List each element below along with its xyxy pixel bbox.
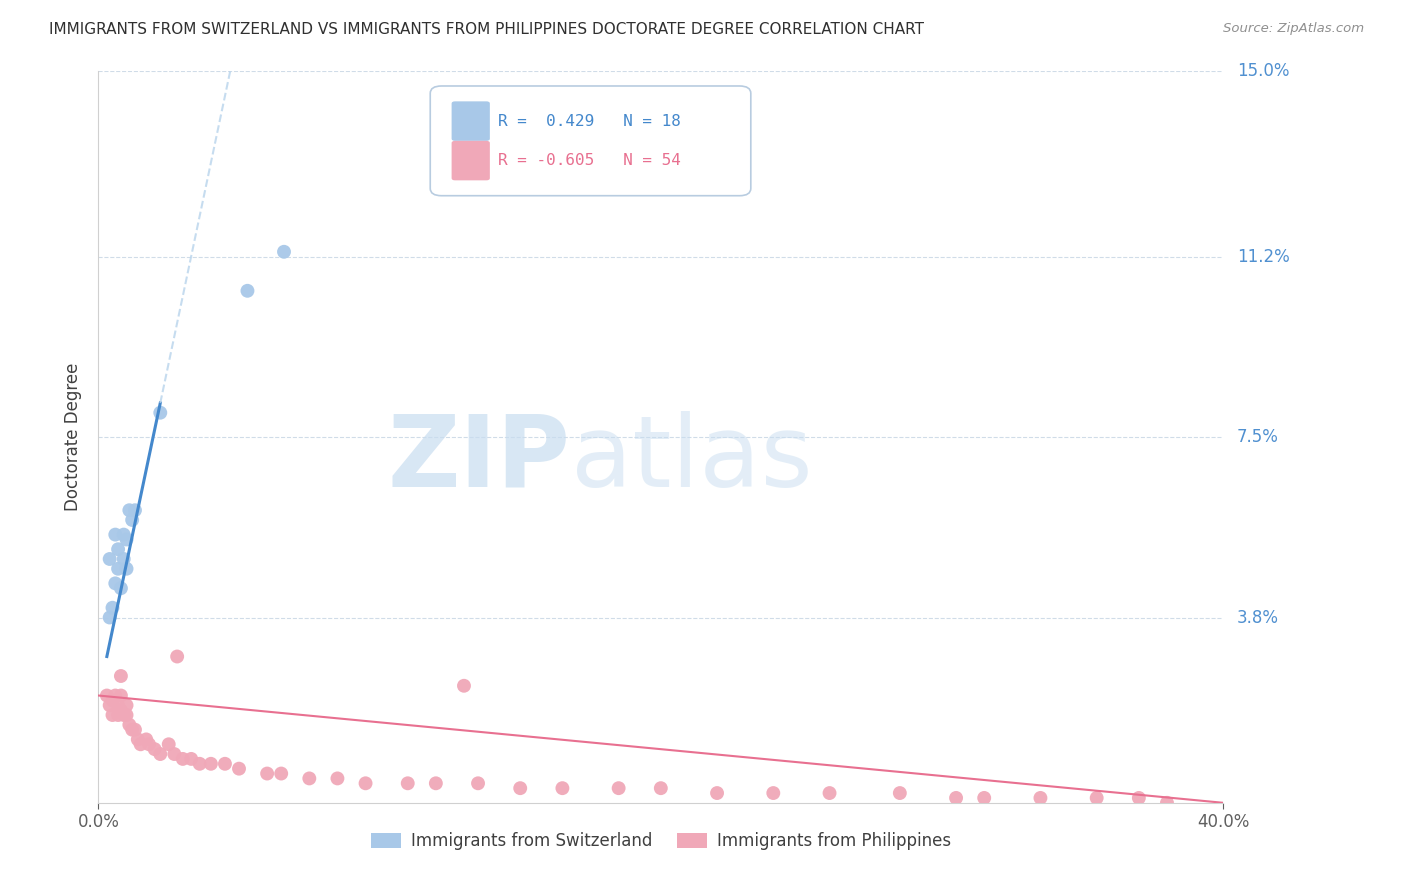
Text: 11.2%: 11.2% [1237, 248, 1289, 266]
Text: 7.5%: 7.5% [1237, 428, 1279, 446]
Point [110, 581, 132, 595]
Point [354, 776, 377, 790]
Text: R = -0.605   N = 54: R = -0.605 N = 54 [498, 153, 681, 168]
Point [107, 708, 129, 723]
Point [1156, 796, 1178, 810]
Point [326, 772, 349, 786]
Point [110, 703, 132, 717]
Point [115, 562, 138, 576]
Point [107, 562, 129, 576]
Point [509, 781, 531, 796]
Text: Source: ZipAtlas.com: Source: ZipAtlas.com [1223, 22, 1364, 36]
Point [945, 791, 967, 805]
Point [110, 689, 132, 703]
Point [101, 600, 124, 615]
Point [214, 756, 236, 771]
Text: 15.0%: 15.0% [1237, 62, 1289, 80]
FancyBboxPatch shape [451, 102, 489, 141]
Point [124, 503, 146, 517]
Point [706, 786, 728, 800]
Point [1085, 791, 1108, 805]
Point [607, 781, 630, 796]
Point [467, 776, 489, 790]
Point [163, 747, 186, 761]
Point [129, 737, 152, 751]
Point [115, 698, 138, 713]
Point [124, 723, 146, 737]
Point [127, 732, 149, 747]
Point [1029, 791, 1052, 805]
Point [172, 752, 194, 766]
Point [762, 786, 785, 800]
Point [110, 669, 132, 683]
Point [98, 698, 121, 713]
Point [107, 542, 129, 557]
Point [149, 747, 172, 761]
Point [157, 737, 180, 751]
Y-axis label: Doctorate Degree: Doctorate Degree [65, 363, 83, 511]
Point [121, 513, 143, 527]
Point [118, 718, 141, 732]
FancyBboxPatch shape [430, 86, 751, 195]
Text: IMMIGRANTS FROM SWITZERLAND VS IMMIGRANTS FROM PHILIPPINES DOCTORATE DEGREE CORR: IMMIGRANTS FROM SWITZERLAND VS IMMIGRANT… [49, 22, 924, 37]
Text: ZIP: ZIP [388, 410, 571, 508]
Point [143, 742, 166, 756]
Point [298, 772, 321, 786]
Point [270, 766, 292, 780]
Legend: Immigrants from Switzerland, Immigrants from Philippines: Immigrants from Switzerland, Immigrants … [364, 825, 957, 856]
Point [889, 786, 911, 800]
Point [228, 762, 250, 776]
Point [98, 610, 121, 624]
Point [104, 576, 127, 591]
Text: R =  0.429   N = 18: R = 0.429 N = 18 [498, 113, 681, 128]
Text: 3.8%: 3.8% [1237, 608, 1279, 626]
Point [138, 737, 160, 751]
Point [273, 244, 295, 259]
FancyBboxPatch shape [451, 141, 489, 180]
Point [112, 708, 135, 723]
Point [236, 284, 259, 298]
Point [188, 756, 211, 771]
Point [453, 679, 475, 693]
Point [101, 708, 124, 723]
Point [200, 756, 222, 771]
Point [118, 503, 141, 517]
Point [166, 649, 188, 664]
Point [112, 527, 135, 541]
Point [818, 786, 841, 800]
Point [650, 781, 672, 796]
Point [121, 723, 143, 737]
Point [101, 693, 124, 707]
Point [973, 791, 995, 805]
Point [180, 752, 202, 766]
Point [115, 708, 138, 723]
Point [135, 732, 157, 747]
Point [98, 552, 121, 566]
Point [112, 552, 135, 566]
Point [1128, 791, 1150, 805]
Point [396, 776, 419, 790]
Point [107, 698, 129, 713]
Point [96, 689, 118, 703]
Point [104, 527, 127, 541]
Text: atlas: atlas [571, 410, 813, 508]
Point [256, 766, 278, 780]
Point [551, 781, 574, 796]
Point [104, 689, 127, 703]
Point [425, 776, 447, 790]
Point [115, 533, 138, 547]
Point [149, 406, 172, 420]
